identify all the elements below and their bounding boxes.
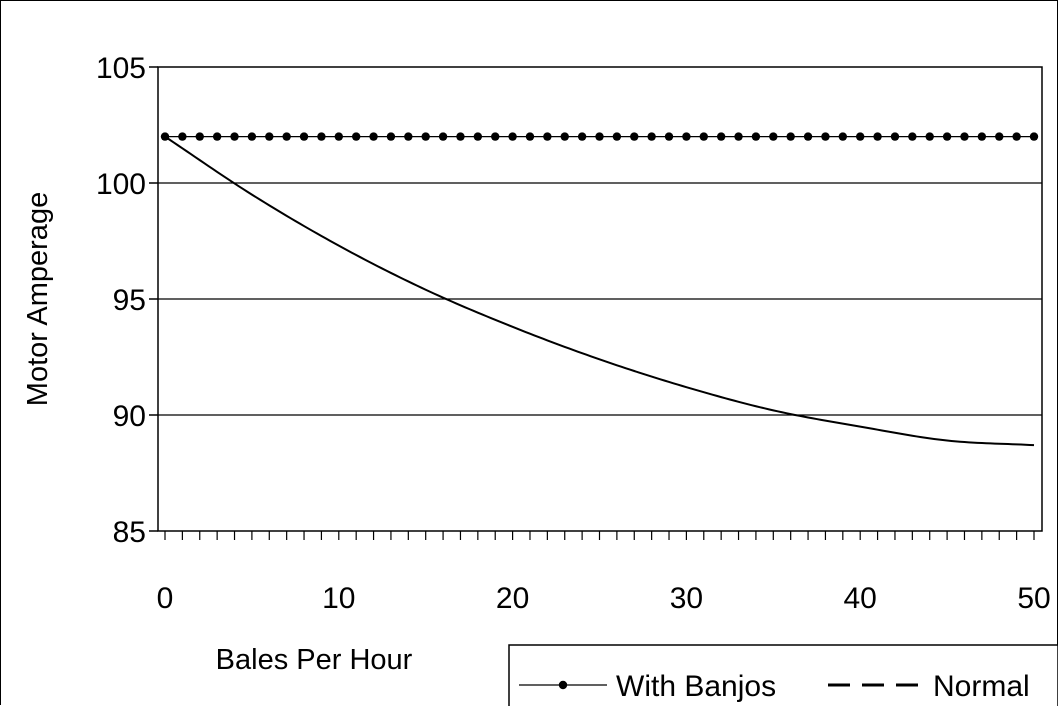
series-lines [160,132,1039,447]
y-axis-label: Motor Amperage [22,192,54,406]
data-point [734,132,743,141]
data-point [612,132,622,141]
data-point [977,132,987,141]
data-point [942,132,952,141]
data-point [299,132,309,141]
data-point [960,132,969,141]
data-point [647,132,656,141]
legend-label: With Banjos [616,670,776,703]
data-point [317,132,326,141]
data-point [247,132,257,141]
data-point [178,132,187,141]
data-point [751,132,761,141]
data-point [682,132,691,141]
legend-sample-marker [558,680,568,690]
data-point [195,132,204,141]
y-tick-label: 105 [96,52,146,85]
data-point [577,132,587,141]
x-tick-label: 50 [1017,582,1050,615]
data-point [491,132,500,141]
data-point [508,132,517,141]
data-point [699,132,708,141]
axis-ticks [149,66,1035,540]
series-line-normal [164,135,1035,447]
data-point [595,132,604,141]
y-tick-label: 100 [96,168,146,201]
x-axis-label: Bales Per Hour [216,644,413,676]
data-point [769,132,778,141]
y-tick-label: 90 [113,400,146,433]
data-point [386,132,396,141]
data-point [456,132,465,141]
data-point [856,132,865,141]
data-point [404,132,413,141]
data-point [543,132,552,141]
legend: With Banjos Normal [508,644,1058,706]
data-point [995,132,1004,141]
data-point [821,132,830,141]
data-point [925,132,934,141]
data-point [716,132,726,141]
x-tick-label: 10 [322,582,355,615]
data-point [890,132,900,141]
data-point [473,132,483,141]
data-point [212,132,222,141]
y-tick-label: 85 [113,516,146,549]
data-point [560,132,569,141]
data-point [421,132,430,141]
data-point [786,132,795,141]
data-point [664,132,674,141]
data-point [838,132,848,141]
gridlines [158,182,1042,416]
x-tick-label: 30 [670,582,703,615]
data-point [525,132,535,141]
data-point [369,132,378,141]
data-point [803,132,813,141]
data-point [438,132,448,141]
data-point [282,132,291,141]
data-point [1012,132,1021,141]
x-axis-tick-labels: 0 10 20 30 40 50 [157,582,1051,615]
y-tick-label: 95 [113,284,146,317]
data-point [630,132,639,141]
data-point [1029,132,1039,141]
data-point [908,132,917,141]
legend-box [508,644,1058,706]
data-point [334,132,343,141]
legend-label: Normal [933,670,1030,703]
data-point [230,132,239,141]
x-tick-label: 0 [157,582,174,615]
x-tick-label: 20 [496,582,529,615]
data-point [351,132,361,141]
data-point [873,132,882,141]
data-point [265,132,274,141]
y-axis-tick-labels: 85 90 95 100 105 [96,52,146,549]
x-tick-label: 40 [844,582,877,615]
